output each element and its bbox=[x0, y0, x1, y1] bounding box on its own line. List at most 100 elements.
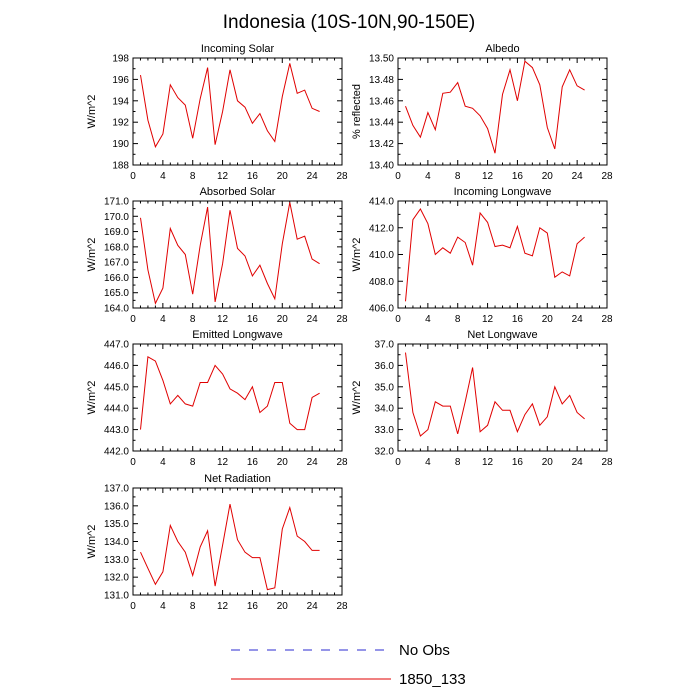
series-line-1850-133 bbox=[405, 208, 585, 302]
y-tick-label: 192 bbox=[112, 118, 129, 129]
y-tick-label: 35.0 bbox=[375, 382, 395, 393]
x-tick-label: 16 bbox=[247, 171, 259, 182]
panel-title: Emitted Longwave bbox=[192, 329, 283, 341]
y-axis-label: W/m^2 bbox=[351, 238, 363, 272]
x-tick-label: 28 bbox=[601, 314, 613, 325]
x-tick-label: 8 bbox=[455, 314, 461, 325]
y-tick-label: 444.0 bbox=[104, 404, 129, 415]
y-tick-label: 132.0 bbox=[104, 573, 129, 584]
panel-title: Absorbed Solar bbox=[200, 186, 276, 198]
legend-no-obs-label: No Obs bbox=[399, 642, 450, 659]
x-tick-label: 20 bbox=[542, 457, 554, 468]
x-tick-label: 12 bbox=[217, 601, 229, 612]
panel-emitted-longwave: Emitted Longwave W/m^2 0 4 8 12 16 20 24 28 442.0 4… bbox=[86, 329, 348, 468]
panel-incoming-longwave: Incoming Longwave W/m^2 0 4 8 12 16 20 24 28 406.0… bbox=[351, 186, 613, 325]
panels-group: Incoming Solar W/m^2 0 4 8 12 16 20 24 28 188 190 19… bbox=[86, 43, 613, 612]
y-tick-label: 136.0 bbox=[104, 501, 129, 512]
y-tick-label: 196 bbox=[112, 75, 129, 86]
x-tick-label: 24 bbox=[572, 457, 584, 468]
y-tick-label: 168.0 bbox=[104, 242, 129, 253]
y-tick-label: 36.0 bbox=[375, 361, 395, 372]
x-tick-label: 0 bbox=[130, 457, 136, 468]
y-tick-label: 406.0 bbox=[369, 304, 394, 315]
panel-title: Net Radiation bbox=[204, 473, 271, 485]
x-tick-label: 8 bbox=[190, 314, 196, 325]
y-tick-label: 33.0 bbox=[375, 425, 395, 436]
y-tick-label: 188 bbox=[112, 161, 129, 172]
x-tick-label: 24 bbox=[307, 457, 319, 468]
y-tick-label: 131.0 bbox=[104, 591, 129, 602]
y-axis-label: % reflected bbox=[351, 84, 363, 139]
y-tick-label: 446.0 bbox=[104, 361, 129, 372]
panel-title: Albedo bbox=[485, 43, 519, 55]
panel-title: Incoming Solar bbox=[201, 43, 275, 55]
x-tick-label: 8 bbox=[455, 457, 461, 468]
x-tick-label: 28 bbox=[601, 457, 613, 468]
y-tick-label: 13.48 bbox=[369, 75, 394, 86]
x-tick-label: 4 bbox=[160, 314, 166, 325]
x-tick-label: 28 bbox=[601, 171, 613, 182]
y-tick-label: 13.50 bbox=[369, 54, 394, 65]
plot-frame bbox=[397, 57, 608, 166]
y-axis-label: W/m^2 bbox=[86, 238, 98, 272]
x-tick-label: 12 bbox=[482, 457, 494, 468]
x-tick-label: 20 bbox=[277, 457, 289, 468]
y-tick-label: 170.0 bbox=[104, 212, 129, 223]
panel-title: Incoming Longwave bbox=[454, 186, 552, 198]
x-tick-label: 24 bbox=[307, 601, 319, 612]
x-tick-label: 4 bbox=[425, 171, 431, 182]
x-tick-label: 24 bbox=[307, 171, 319, 182]
y-tick-label: 169.0 bbox=[104, 227, 129, 238]
x-tick-label: 24 bbox=[572, 171, 584, 182]
x-tick-label: 0 bbox=[395, 171, 401, 182]
y-tick-label: 408.0 bbox=[369, 277, 394, 288]
figure-title: Indonesia (10S-10N,90-150E) bbox=[223, 12, 475, 33]
panel-net-longwave: Net Longwave W/m^2 0 4 8 12 16 20 24 28 32.0 33.0 34… bbox=[351, 329, 613, 468]
panel-albedo: Albedo % reflected 0 4 8 12 16 20 24 28 13.40 13.42… bbox=[351, 43, 613, 182]
x-tick-label: 8 bbox=[190, 457, 196, 468]
y-tick-label: 135.0 bbox=[104, 519, 129, 530]
x-tick-label: 16 bbox=[512, 314, 524, 325]
plot-frame bbox=[397, 343, 608, 452]
y-tick-label: 171.0 bbox=[104, 197, 129, 208]
y-axis-label: W/m^2 bbox=[86, 95, 98, 129]
panel-net-radiation: Net Radiation W/m^2 0 4 8 12 16 20 24 28 131.0 132.… bbox=[86, 473, 348, 612]
x-tick-label: 12 bbox=[217, 171, 229, 182]
x-tick-label: 4 bbox=[160, 171, 166, 182]
x-tick-label: 12 bbox=[217, 314, 229, 325]
x-tick-label: 12 bbox=[482, 171, 494, 182]
y-tick-label: 443.0 bbox=[104, 425, 129, 436]
x-tick-label: 28 bbox=[336, 601, 348, 612]
y-tick-label: 166.0 bbox=[104, 273, 129, 284]
y-tick-label: 13.44 bbox=[369, 118, 394, 129]
y-tick-label: 13.46 bbox=[369, 96, 394, 107]
y-tick-label: 32.0 bbox=[375, 447, 395, 458]
plot-frame bbox=[132, 200, 343, 309]
x-tick-label: 16 bbox=[247, 314, 259, 325]
y-axis-label: W/m^2 bbox=[351, 381, 363, 415]
x-tick-label: 8 bbox=[455, 171, 461, 182]
x-tick-label: 0 bbox=[130, 171, 136, 182]
y-tick-label: 133.0 bbox=[104, 555, 129, 566]
y-tick-label: 34.0 bbox=[375, 404, 395, 415]
y-tick-label: 165.0 bbox=[104, 288, 129, 299]
x-tick-label: 28 bbox=[336, 171, 348, 182]
panel-absorbed-solar: Absorbed Solar W/m^2 0 4 8 12 16 20 24 28 164.0 165… bbox=[86, 186, 348, 325]
x-tick-label: 20 bbox=[277, 314, 289, 325]
y-tick-label: 414.0 bbox=[369, 197, 394, 208]
x-tick-label: 20 bbox=[542, 314, 554, 325]
x-tick-label: 20 bbox=[542, 171, 554, 182]
y-tick-label: 13.40 bbox=[369, 161, 394, 172]
y-axis-label: W/m^2 bbox=[86, 525, 98, 559]
legend-1850-133-label: 1850_133 bbox=[399, 671, 466, 688]
plot-frame bbox=[132, 57, 343, 166]
y-tick-label: 13.42 bbox=[369, 139, 394, 150]
x-tick-label: 20 bbox=[277, 601, 289, 612]
panel-incoming-solar: Incoming Solar W/m^2 0 4 8 12 16 20 24 28 188 190 19… bbox=[86, 43, 348, 182]
x-tick-label: 0 bbox=[395, 314, 401, 325]
legend: No Obs 1850_133 bbox=[231, 642, 466, 688]
y-tick-label: 164.0 bbox=[104, 304, 129, 315]
y-tick-label: 194 bbox=[112, 96, 129, 107]
x-tick-label: 16 bbox=[247, 457, 259, 468]
